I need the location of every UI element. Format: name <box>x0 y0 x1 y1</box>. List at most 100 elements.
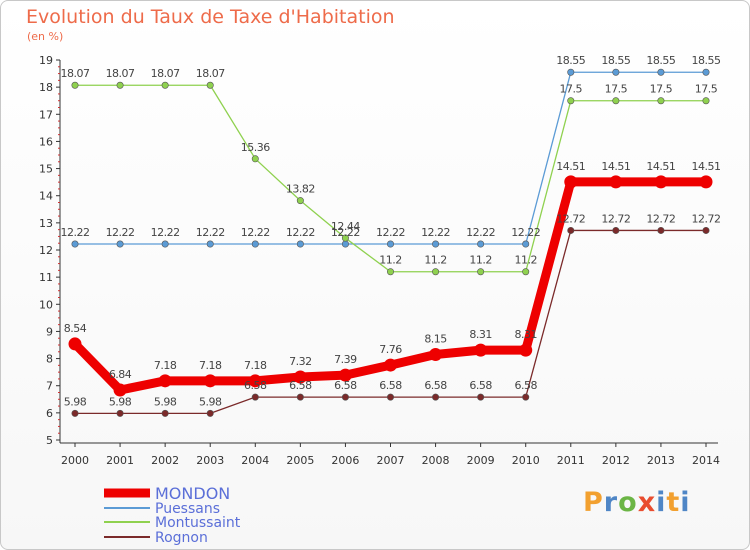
data-point <box>386 393 394 401</box>
data-label: 5.98 <box>199 395 222 408</box>
data-label: 12.72 <box>646 212 675 225</box>
data-point <box>384 358 397 372</box>
data-label: 12.22 <box>511 226 540 239</box>
data-point <box>71 409 79 417</box>
legend-label: Puessans <box>155 501 220 517</box>
data-label: 6.58 <box>469 379 492 392</box>
data-point <box>432 268 440 276</box>
chart-unit: (en %) <box>27 30 64 43</box>
y-tick-label: 7 <box>46 380 53 393</box>
data-point <box>338 368 352 382</box>
x-tick-label: 2000 <box>61 454 89 467</box>
data-label: 12.22 <box>466 226 495 239</box>
data-label: 11.2 <box>379 254 402 267</box>
data-point <box>206 409 214 417</box>
data-point <box>386 240 394 248</box>
data-point <box>71 240 79 248</box>
data-point <box>341 393 349 401</box>
y-tick-label: 16 <box>39 135 53 148</box>
data-point <box>432 393 440 401</box>
data-label: 6.58 <box>514 379 537 392</box>
x-tick-label: 2014 <box>692 454 720 467</box>
y-tick-label: 17 <box>39 108 53 121</box>
x-tick-label: 2012 <box>602 454 630 467</box>
data-point <box>477 393 485 401</box>
x-tick-label: 2005 <box>286 454 314 467</box>
y-tick-label: 6 <box>46 407 53 420</box>
data-label: 18.07 <box>151 67 180 80</box>
data-label: 12.22 <box>61 226 90 239</box>
data-label: 12.22 <box>241 226 270 239</box>
data-label: 18.07 <box>106 67 135 80</box>
data-label: 5.98 <box>64 395 87 408</box>
x-tick-label: 2003 <box>196 454 224 467</box>
y-tick-label: 19 <box>39 54 53 67</box>
data-label: 7.18 <box>154 359 177 372</box>
y-tick-label: 8 <box>46 353 53 366</box>
data-point <box>341 234 349 242</box>
y-tick-label: 12 <box>39 244 53 257</box>
data-point <box>564 175 578 189</box>
y-tick-label: 10 <box>39 298 53 311</box>
data-label: 12.72 <box>556 212 585 225</box>
data-point <box>699 175 713 189</box>
y-tick-label: 14 <box>39 190 53 203</box>
data-label: 12.22 <box>376 226 405 239</box>
data-label: 7.18 <box>199 359 222 372</box>
data-label: 6.58 <box>379 379 402 392</box>
data-point <box>567 68 575 76</box>
data-point <box>702 68 710 76</box>
x-tick-label: 2006 <box>331 454 359 467</box>
data-point <box>248 374 262 388</box>
x-tick-label: 2001 <box>106 454 134 467</box>
data-point <box>116 409 124 417</box>
y-tick-label: 5 <box>46 434 53 447</box>
data-point <box>71 81 79 89</box>
data-label: 5.98 <box>154 395 177 408</box>
data-label: 18.55 <box>556 54 585 67</box>
data-point <box>522 268 530 276</box>
data-label: 7.18 <box>244 359 267 372</box>
data-point <box>477 268 485 276</box>
data-point <box>158 374 172 388</box>
legend-label: Rognon <box>155 530 208 546</box>
data-point <box>567 226 575 234</box>
y-tick-label: 9 <box>46 325 53 338</box>
data-label: 11.2 <box>469 254 492 267</box>
data-label: 14.51 <box>646 160 675 173</box>
data-label: 8.31 <box>469 328 492 341</box>
legend-label: MONDON <box>155 484 230 503</box>
data-label: 5.98 <box>109 395 132 408</box>
data-point <box>293 370 307 384</box>
x-tick-label: 2008 <box>422 454 450 467</box>
data-point <box>474 343 488 357</box>
data-point <box>206 81 214 89</box>
data-label: 14.51 <box>556 160 585 173</box>
axes: 5 6 7 8 9 10 11 12 13 14 15 16 17 18 19 2000 2001 2002 200… <box>39 54 720 467</box>
data-label: 11.2 <box>424 254 447 267</box>
y-tick-label: 15 <box>39 163 53 176</box>
x-tick-label: 2007 <box>377 454 405 467</box>
data-label: 13.82 <box>286 183 315 196</box>
data-point <box>386 268 394 276</box>
chart-title: Evolution du Taux de Taxe d'Habitation <box>26 6 395 28</box>
data-label: 17.5 <box>560 83 583 96</box>
data-point <box>654 175 668 189</box>
data-point <box>116 240 124 248</box>
data-label: 18.07 <box>61 67 90 80</box>
data-label: 12.22 <box>421 226 450 239</box>
data-label: 18.55 <box>646 54 675 67</box>
data-point <box>612 226 620 234</box>
data-label: 14.51 <box>692 160 721 173</box>
data-point <box>251 240 259 248</box>
x-tick-label: 2009 <box>467 454 495 467</box>
data-point <box>609 175 623 189</box>
data-point <box>657 226 665 234</box>
data-label: 6.84 <box>109 368 132 381</box>
data-label: 6.58 <box>334 379 357 392</box>
data-label: 12.44 <box>331 220 360 233</box>
proxiti-logo: Proxiti <box>583 487 691 518</box>
